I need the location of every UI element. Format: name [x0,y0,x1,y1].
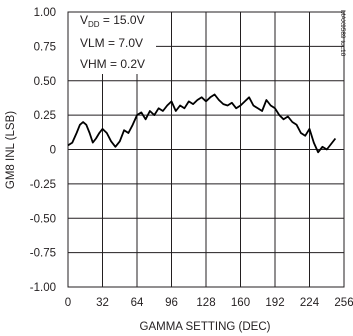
x-tick-label: 96 [165,297,178,309]
y-tick-label: 0.75 [34,41,56,53]
y-tick-label: 1.00 [34,7,56,19]
y-tick-label: -1.00 [30,282,56,294]
grid-lines [68,12,344,287]
y-tick-labels: 1.00 0.75 0.50 0.25 0 -0.25 -0.50 -0.75 -1.00 [30,7,56,294]
x-tick-label: 160 [231,297,250,309]
y-tick-label: 0 [50,145,56,157]
plot-frame [67,11,345,288]
series-line-gm8-inl [67,93,337,154]
y-tick-label: -0.75 [30,248,56,260]
x-tick-label: 224 [300,297,320,309]
legend-vlm: VLM = 7.0V [80,36,143,50]
legend: VDD = 15.0V VLM = 7.0V VHM = 0.2V [80,13,145,71]
x-tick-label: 64 [131,297,144,309]
x-tick-label: 32 [96,297,109,309]
x-axis-label: GAMMA SETTING (DEC) [140,321,271,333]
y-axis-label: GM8 INL (LSB) [5,111,17,189]
y-tick-label: -0.50 [30,213,56,225]
x-tick-labels: 0 32 64 96 128 160 192 224 256 [65,297,353,309]
y-tick-label: 0.25 [34,110,56,122]
watermark: MAX9589 toc10 [339,10,346,57]
x-tick-label: 128 [196,297,215,309]
y-tick-label: -0.25 [30,179,56,191]
legend-vdd-sub: DD [88,20,100,29]
x-tick-label: 192 [265,297,284,309]
legend-vdd-value: = 15.0V [100,13,145,27]
y-tick-label: 0.50 [34,76,56,88]
legend-vhm: VHM = 0.2V [80,57,145,71]
legend-vdd: VDD = 15.0V [80,13,145,29]
legend-vdd-main: V [80,13,88,27]
x-tick-label: 256 [334,297,353,309]
x-tick-label: 0 [65,297,71,309]
